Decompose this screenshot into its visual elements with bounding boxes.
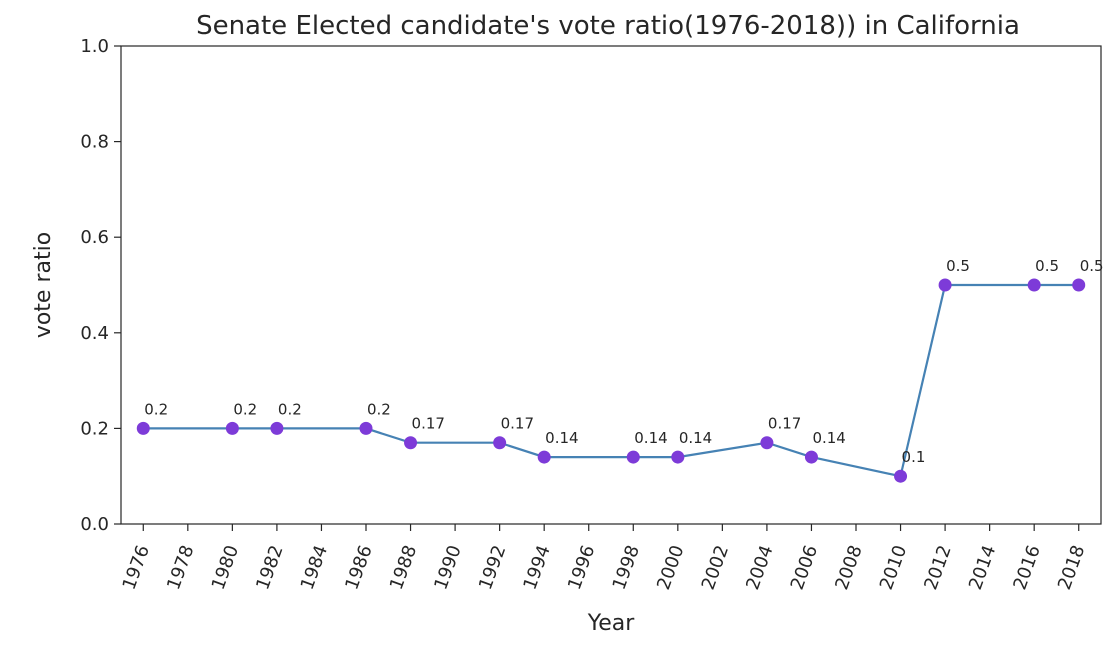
data-label: 0.17 bbox=[501, 415, 534, 433]
data-label: 0.17 bbox=[412, 415, 445, 433]
y-axis-title: vote ratio bbox=[31, 232, 56, 338]
x-tick-label: 1976 bbox=[119, 543, 154, 593]
data-point bbox=[760, 436, 774, 450]
x-tick-label: 2014 bbox=[965, 543, 1000, 593]
data-point bbox=[938, 278, 952, 292]
x-axis: 1976 1978 1980 1982 1984 1986 1988 1990 1992 1994… bbox=[119, 524, 1089, 593]
x-tick-label: 1988 bbox=[386, 543, 421, 593]
x-tick-label: 1980 bbox=[208, 543, 243, 593]
x-tick-label: 1998 bbox=[609, 543, 644, 593]
data-label: 0.5 bbox=[1035, 257, 1059, 275]
data-label: 0.14 bbox=[679, 429, 712, 447]
chart-title: Senate Elected candidate's vote ratio(19… bbox=[196, 11, 1020, 41]
data-point bbox=[626, 450, 640, 464]
x-tick-label: 2018 bbox=[1054, 543, 1089, 593]
series-line bbox=[143, 283, 1079, 478]
data-point bbox=[804, 450, 818, 464]
data-point bbox=[359, 421, 373, 435]
data-label: 0.14 bbox=[545, 429, 578, 447]
x-tick-label: 1986 bbox=[341, 543, 376, 593]
data-point bbox=[270, 421, 284, 435]
x-tick-label: 1982 bbox=[252, 543, 287, 593]
y-tick-label: 0.8 bbox=[80, 132, 109, 153]
data-label: 0.14 bbox=[634, 429, 667, 447]
data-point bbox=[537, 450, 551, 464]
y-tick-label: 0.2 bbox=[80, 418, 109, 439]
data-label: 0.1 bbox=[902, 448, 926, 466]
data-points bbox=[136, 278, 1086, 483]
x-tick-label: 1990 bbox=[430, 543, 465, 593]
data-label: 0.2 bbox=[278, 400, 302, 418]
x-tick-label: 2006 bbox=[787, 543, 822, 593]
x-tick-label: 2002 bbox=[698, 543, 733, 593]
y-tick-label: 0.4 bbox=[80, 323, 109, 344]
x-axis-title: Year bbox=[587, 611, 636, 636]
data-point bbox=[493, 436, 507, 450]
x-tick-label: 1994 bbox=[519, 543, 554, 593]
data-point bbox=[671, 450, 685, 464]
data-point bbox=[225, 421, 239, 435]
data-point bbox=[1027, 278, 1041, 292]
x-tick-label: 1996 bbox=[564, 543, 599, 593]
x-tick-label: 2016 bbox=[1009, 543, 1044, 593]
data-label: 0.17 bbox=[768, 415, 801, 433]
data-label: 0.14 bbox=[812, 429, 845, 447]
y-tick-label: 0.0 bbox=[80, 514, 109, 535]
data-label: 0.2 bbox=[233, 400, 257, 418]
data-label: 0.5 bbox=[1080, 257, 1104, 275]
x-tick-label: 2000 bbox=[653, 543, 688, 593]
y-tick-label: 0.6 bbox=[80, 227, 109, 248]
x-tick-label: 2012 bbox=[920, 543, 955, 593]
x-tick-label: 2004 bbox=[742, 543, 777, 593]
data-label: 0.2 bbox=[144, 400, 168, 418]
data-point bbox=[404, 436, 418, 450]
data-point bbox=[894, 469, 908, 483]
data-labels: 0.2 0.2 0.2 0.2 0.17 0.17 0.14 0.14 0.14 0.17 0.14… bbox=[144, 257, 1103, 466]
data-label: 0.2 bbox=[367, 400, 391, 418]
x-tick-label: 1978 bbox=[163, 543, 198, 593]
data-point bbox=[1072, 278, 1086, 292]
data-point bbox=[136, 421, 150, 435]
y-tick-label: 1.0 bbox=[80, 36, 109, 57]
x-tick-label: 1992 bbox=[475, 543, 510, 593]
data-label: 0.5 bbox=[946, 257, 970, 275]
x-tick-label: 1984 bbox=[297, 543, 332, 593]
x-tick-label: 2008 bbox=[831, 543, 866, 593]
x-tick-label: 2010 bbox=[876, 543, 911, 593]
y-axis: 0.0 0.2 0.4 0.6 0.8 1.0 bbox=[80, 36, 121, 535]
plot-area bbox=[120, 45, 1102, 525]
